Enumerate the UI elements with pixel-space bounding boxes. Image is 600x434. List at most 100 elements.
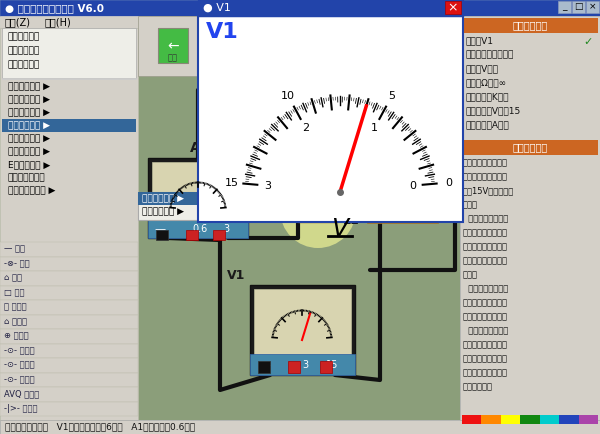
- Bar: [0, 286, 138, 300]
- Text: 拨题时钟设置 ▶: 拨题时钟设置 ▶: [8, 134, 50, 143]
- Bar: [228, 185, 310, 198]
- Text: 压为15V，内阻可能: 压为15V，内阻可能: [463, 186, 514, 195]
- Bar: [0, 372, 138, 387]
- Bar: [156, 230, 168, 240]
- Bar: [186, 230, 198, 240]
- Bar: [138, 192, 230, 220]
- Text: V: V: [331, 217, 349, 241]
- Bar: [254, 289, 351, 354]
- Text: ↙: ↙: [310, 198, 320, 211]
- Bar: [198, 16, 463, 222]
- Text: 类别：双量程电压表: 类别：双量程电压表: [465, 50, 514, 59]
- Bar: [0, 271, 138, 286]
- Text: A₁: A₁: [190, 141, 206, 155]
- Text: 15: 15: [326, 360, 338, 370]
- Text: 设置面板大小 ▶: 设置面板大小 ▶: [8, 82, 50, 91]
- Text: ✏: ✏: [287, 39, 299, 53]
- Text: 题。在文件夹中可设: 题。在文件夹中可设: [463, 354, 508, 363]
- Text: ×: ×: [589, 3, 596, 11]
- Text: 正端不可再接导线。: 正端不可再接导线。: [463, 312, 508, 321]
- Bar: [213, 230, 225, 240]
- Bar: [462, 140, 598, 155]
- Text: 额定电压（V）：15: 额定电压（V）：15: [465, 106, 520, 115]
- Bar: [572, 1, 585, 13]
- Text: 保存实验文件: 保存实验文件: [8, 60, 40, 69]
- Text: 导线粗细设置 ▶: 导线粗细设置 ▶: [8, 95, 50, 104]
- Text: ⌂ 电铃: ⌂ 电铃: [4, 274, 22, 283]
- Text: 手绘板: 手绘板: [286, 53, 301, 62]
- Text: 元件标签设置 ▶: 元件标签设置 ▶: [8, 147, 50, 156]
- Text: -⊙- 电流表: -⊙- 电流表: [4, 361, 35, 370]
- Text: 3: 3: [302, 360, 308, 370]
- Text: ←: ←: [167, 39, 179, 53]
- Bar: [158, 28, 188, 63]
- Bar: [559, 415, 578, 424]
- Text: 3: 3: [223, 224, 229, 234]
- Text: 时，可在设置栏中调: 时，可在设置栏中调: [463, 228, 508, 237]
- Bar: [481, 415, 501, 424]
- Text: —: —: [154, 224, 166, 234]
- Text: 电阻（Ω）：∞: 电阻（Ω）：∞: [465, 78, 506, 87]
- Text: 打开实验文件: 打开实验文件: [8, 46, 40, 55]
- Text: □ 电阻: □ 电阻: [4, 288, 25, 297]
- Text: _: _: [562, 3, 567, 11]
- Bar: [198, 28, 228, 63]
- Bar: [462, 18, 598, 33]
- Text: 大字表名显隐 ▶: 大字表名显隐 ▶: [142, 194, 184, 203]
- Text: 电压（V）：: 电压（V）：: [465, 64, 498, 73]
- Bar: [558, 1, 571, 13]
- Bar: [138, 76, 460, 420]
- Text: 放大表盘设置 ▶: 放大表盘设置 ▶: [8, 121, 50, 130]
- Bar: [462, 415, 481, 424]
- Bar: [320, 361, 332, 373]
- Text: 双量程电压表一正: 双量程电压表一正: [463, 284, 508, 293]
- Text: □: □: [574, 3, 583, 11]
- Circle shape: [298, 168, 338, 208]
- Text: 电压表未连接电路: 电压表未连接电路: [463, 214, 508, 223]
- Text: ⊕ 电动机: ⊕ 电动机: [4, 332, 29, 341]
- Bar: [586, 1, 599, 13]
- Text: -⊗- 电灯: -⊗- 电灯: [4, 259, 29, 268]
- Text: ● 中学电路虚拟实验室 V6.0: ● 中学电路虚拟实验室 V6.0: [5, 3, 104, 13]
- Bar: [0, 343, 138, 358]
- Text: 额定电流（A）：: 额定电流（A）：: [465, 120, 509, 129]
- Text: ⌂ 变阻器: ⌂ 变阻器: [4, 317, 27, 326]
- Text: ⌒ 电阻箱: ⌒ 电阻箱: [4, 303, 26, 312]
- Text: -|>- 二极管: -|>- 二极管: [4, 404, 37, 413]
- Text: 文件(Z): 文件(Z): [5, 17, 31, 27]
- Text: — 开关: — 开关: [4, 245, 25, 254]
- Bar: [368, 195, 438, 223]
- Text: 定电压值，当前的电: 定电压值，当前的电: [463, 172, 508, 181]
- Bar: [278, 28, 308, 63]
- Bar: [0, 28, 138, 420]
- Text: 电路图: 电路图: [245, 53, 260, 62]
- Bar: [0, 16, 600, 28]
- Text: -⊙- 电压表: -⊙- 电压表: [4, 375, 35, 384]
- Bar: [228, 185, 310, 212]
- Text: 🖼: 🖼: [209, 39, 217, 53]
- Text: —: —: [260, 360, 270, 370]
- Bar: [138, 192, 230, 205]
- Bar: [0, 387, 138, 401]
- Bar: [2, 78, 136, 79]
- Bar: [152, 162, 244, 220]
- Text: 0: 0: [409, 181, 416, 191]
- Text: 0.6: 0.6: [193, 224, 208, 234]
- Bar: [258, 361, 270, 373]
- Bar: [371, 198, 435, 220]
- Bar: [0, 329, 138, 343]
- Text: 存图片: 存图片: [205, 53, 221, 62]
- Bar: [501, 415, 520, 424]
- Bar: [2, 28, 136, 78]
- Text: ✓: ✓: [584, 37, 593, 47]
- Bar: [250, 285, 355, 375]
- Text: 5: 5: [388, 91, 395, 101]
- Text: 端连接正导线，另一: 端连接正导线，另一: [463, 298, 508, 307]
- Bar: [148, 220, 248, 238]
- Text: S1: S1: [446, 200, 464, 213]
- Text: E字是否倾斜 ▶: E字是否倾斜 ▶: [8, 160, 50, 169]
- Bar: [520, 415, 540, 424]
- Text: 整电压表示数，也可: 整电压表示数，也可: [463, 242, 508, 251]
- Text: 1: 1: [371, 123, 378, 133]
- Bar: [0, 242, 138, 256]
